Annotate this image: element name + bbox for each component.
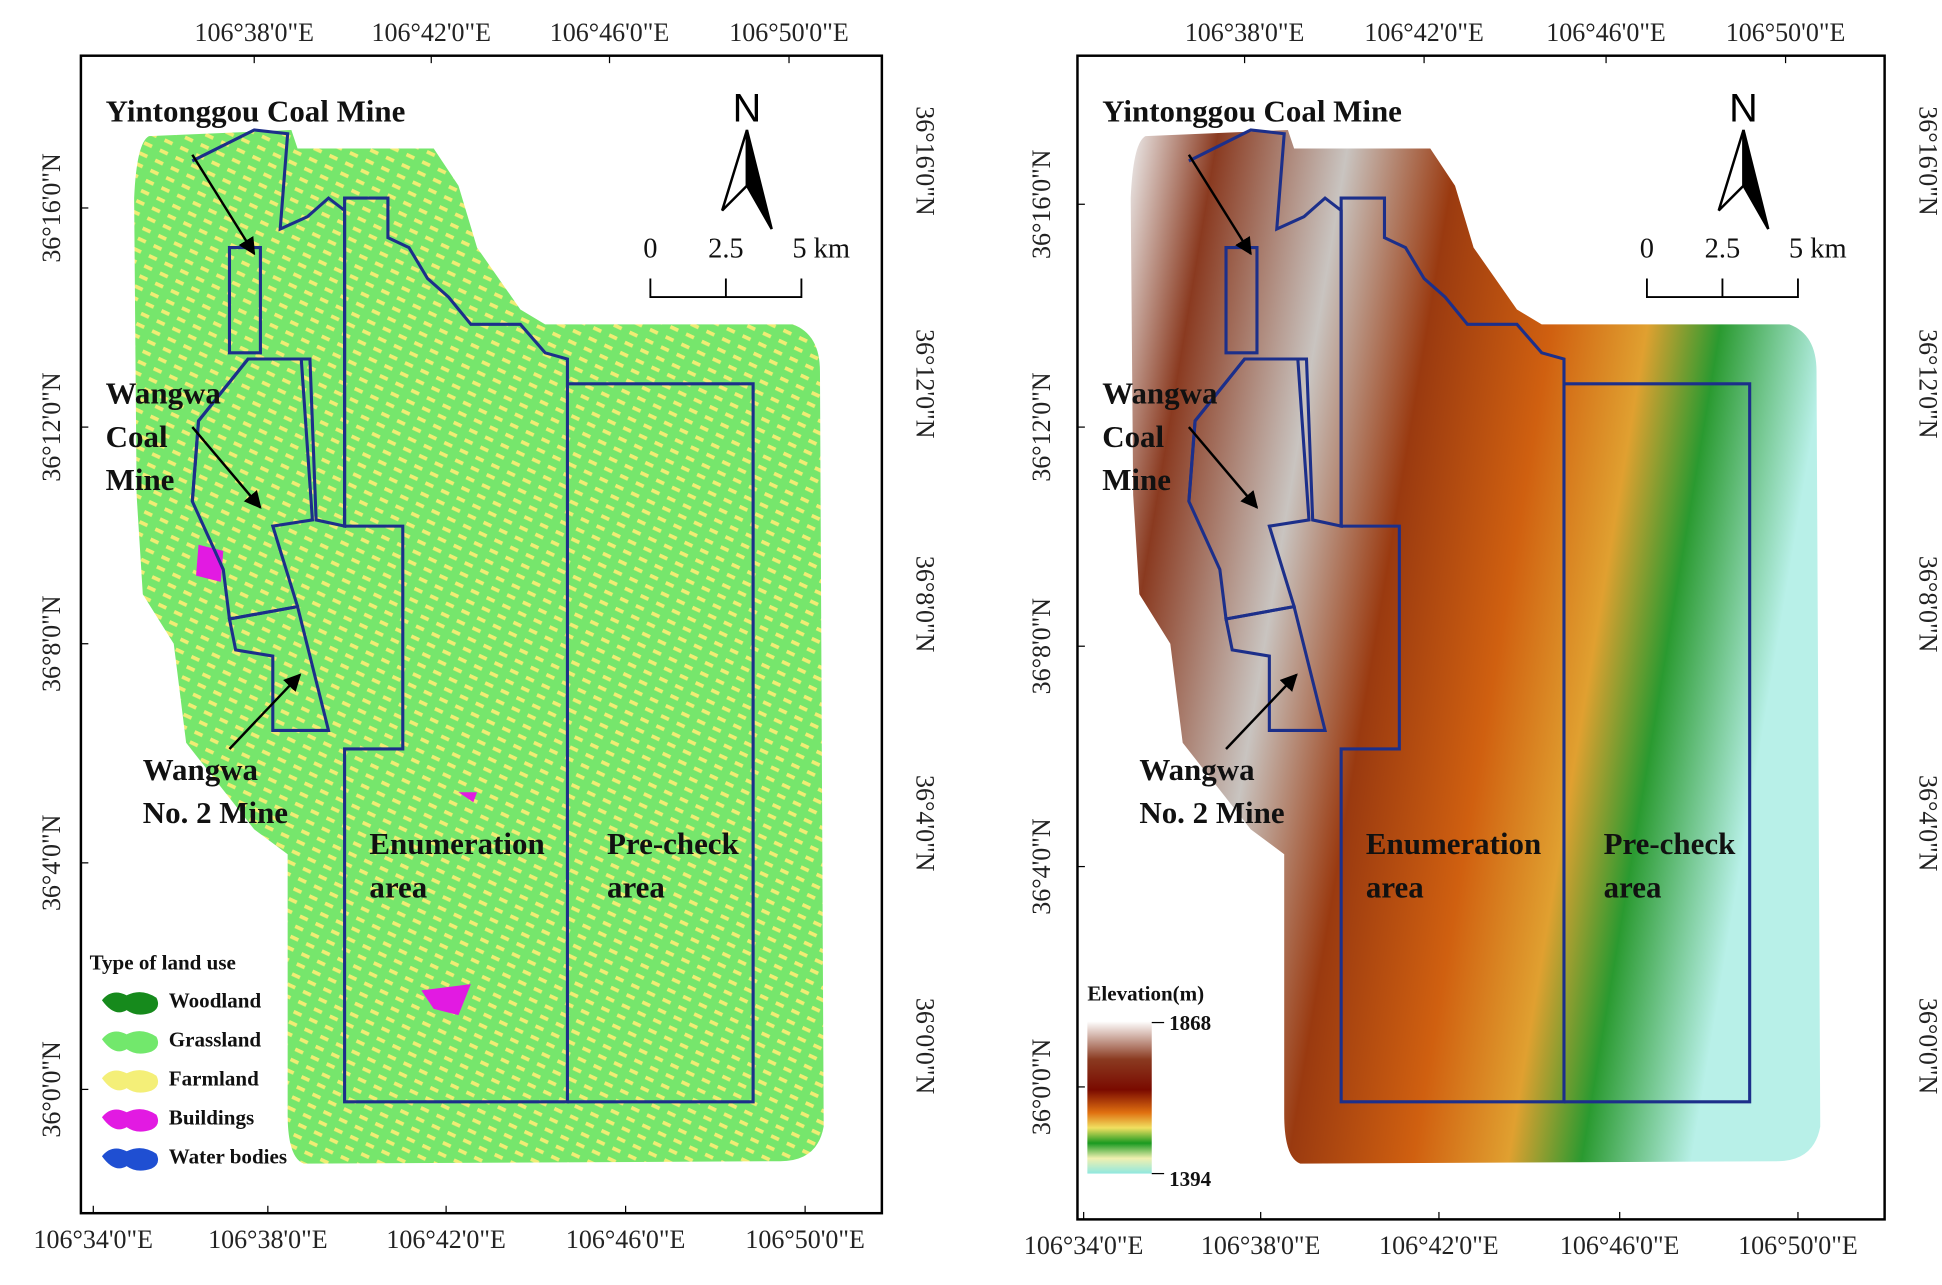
top-tick-label: 106°38'0"E [194, 18, 314, 47]
annotation: Enumeration [1366, 826, 1541, 861]
legend-swatch [101, 1070, 159, 1093]
left-tick-label: 36°16'0"N [37, 153, 66, 263]
elevation-ramp [1087, 1021, 1152, 1174]
left-tick-label: 36°4'0"N [37, 814, 66, 911]
bottom-tick-label: 106°50'0"E [745, 1225, 865, 1254]
elevation-raster [1130, 129, 1821, 1164]
annotation: Enumeration [369, 826, 544, 861]
right-tick-label: 36°16'0"N [1913, 106, 1942, 216]
left-tick-label: 36°8'0"N [1027, 598, 1056, 695]
right-tick-label: 36°0'0"N [911, 998, 940, 1095]
top-tick-label: 106°50'0"E [729, 18, 849, 47]
map-frame [79, 54, 884, 1215]
pointer-arrow [191, 426, 262, 509]
legend-swatch [101, 1109, 159, 1132]
scale-label: 0 [1640, 233, 1654, 264]
annotation: area [1604, 870, 1662, 905]
bottom-tick-label: 106°46'0"E [1560, 1231, 1680, 1260]
north-arrow [720, 129, 749, 212]
left-tick-label: 36°12'0"N [1027, 372, 1056, 482]
annotation: area [607, 870, 665, 905]
bottom-tick-label: 106°34'0"E [34, 1225, 154, 1254]
annotation: Wangwa [106, 376, 221, 411]
bottom-tick-label: 106°46'0"E [566, 1225, 686, 1254]
legend-label: Water bodies [169, 1145, 287, 1169]
bottom-tick-label: 106°38'0"E [1201, 1231, 1321, 1260]
left-tick-label: 36°0'0"N [1027, 1038, 1056, 1135]
bottom-tick-label: 106°42'0"E [386, 1225, 506, 1254]
top-tick-label: 106°46'0"E [550, 18, 670, 47]
left-tick-label: 36°4'0"N [1027, 818, 1056, 915]
legend-title: Type of land use [90, 950, 236, 974]
elevation-min: 1394 [1169, 1167, 1212, 1191]
scale-label: 5 km [1789, 233, 1847, 264]
land-use-raster [134, 129, 824, 1164]
annotation: Pre-check [1604, 826, 1737, 861]
annotation: area [369, 870, 427, 905]
right-tick-label: 36°12'0"N [911, 329, 940, 439]
pointer-arrow [1187, 426, 1259, 509]
scale-label: 2.5 [708, 233, 744, 264]
pointer-arrow [1187, 154, 1252, 256]
annotation: Coal [1102, 419, 1164, 454]
right-tick-label: 36°12'0"N [1913, 329, 1942, 439]
elevation-title: Elevation(m) [1087, 981, 1204, 1005]
map-frame [1076, 54, 1886, 1221]
top-tick-label: 106°42'0"E [371, 18, 491, 47]
annotation: No. 2 Mine [143, 795, 288, 830]
bottom-tick-label: 106°34'0"E [1024, 1231, 1144, 1260]
annotation: Coal [106, 419, 168, 454]
annotation: Wangwa [143, 752, 258, 787]
annotation: Wangwa [1102, 376, 1217, 411]
north-label: N [733, 86, 762, 130]
right-tick-label: 36°8'0"N [1913, 556, 1942, 653]
legend-label: Woodland [169, 989, 262, 1013]
left-tick-label: 36°8'0"N [37, 595, 66, 692]
scale-label: 5 km [792, 233, 850, 264]
right-tick-label: 36°8'0"N [911, 556, 940, 653]
north-arrow [1717, 129, 1745, 212]
left-tick-label: 36°16'0"N [1027, 149, 1056, 259]
bottom-tick-label: 106°42'0"E [1379, 1231, 1499, 1260]
pointer-arrow [1225, 673, 1298, 750]
top-tick-label: 106°46'0"E [1546, 18, 1666, 47]
legend-label: Buildings [169, 1106, 254, 1130]
annotation: Yintonggou Coal Mine [106, 93, 406, 128]
right-tick-label: 36°16'0"N [911, 106, 940, 216]
left-tick-label: 36°0'0"N [37, 1041, 66, 1138]
annotation: Mine [106, 462, 175, 497]
scale-bar [649, 278, 803, 299]
bottom-tick-label: 106°38'0"E [208, 1225, 328, 1254]
legend-swatch [101, 1031, 159, 1054]
top-tick-label: 106°42'0"E [1364, 18, 1484, 47]
annotation: Wangwa [1139, 752, 1254, 787]
annotation: No. 2 Mine [1139, 795, 1284, 830]
legend-swatch [101, 1148, 159, 1171]
right-tick-label: 36°4'0"N [911, 775, 940, 872]
top-tick-label: 106°50'0"E [1726, 18, 1846, 47]
scale-label: 2.5 [1705, 233, 1741, 264]
bottom-tick-label: 106°50'0"E [1738, 1231, 1858, 1260]
scale-bar [1645, 278, 1799, 299]
north-arrow [745, 129, 773, 230]
pointer-arrow [191, 154, 256, 256]
north-arrow [1742, 129, 1770, 230]
annotation: Pre-check [607, 826, 740, 861]
annotation: area [1366, 870, 1424, 905]
scale-label: 0 [643, 233, 657, 264]
pointer-arrow [228, 673, 302, 750]
north-label: N [1729, 86, 1758, 130]
legend-swatch [101, 992, 159, 1015]
left-tick-label: 36°12'0"N [37, 372, 66, 482]
annotation: Mine [1102, 462, 1171, 497]
legend-label: Farmland [169, 1067, 259, 1091]
annotation: Yintonggou Coal Mine [1102, 93, 1402, 128]
top-tick-label: 106°38'0"E [1185, 18, 1305, 47]
legend-label: Grassland [169, 1028, 262, 1052]
elevation-max: 1868 [1169, 1011, 1211, 1035]
right-tick-label: 36°0'0"N [1913, 998, 1942, 1095]
right-tick-label: 36°4'0"N [1913, 775, 1942, 872]
